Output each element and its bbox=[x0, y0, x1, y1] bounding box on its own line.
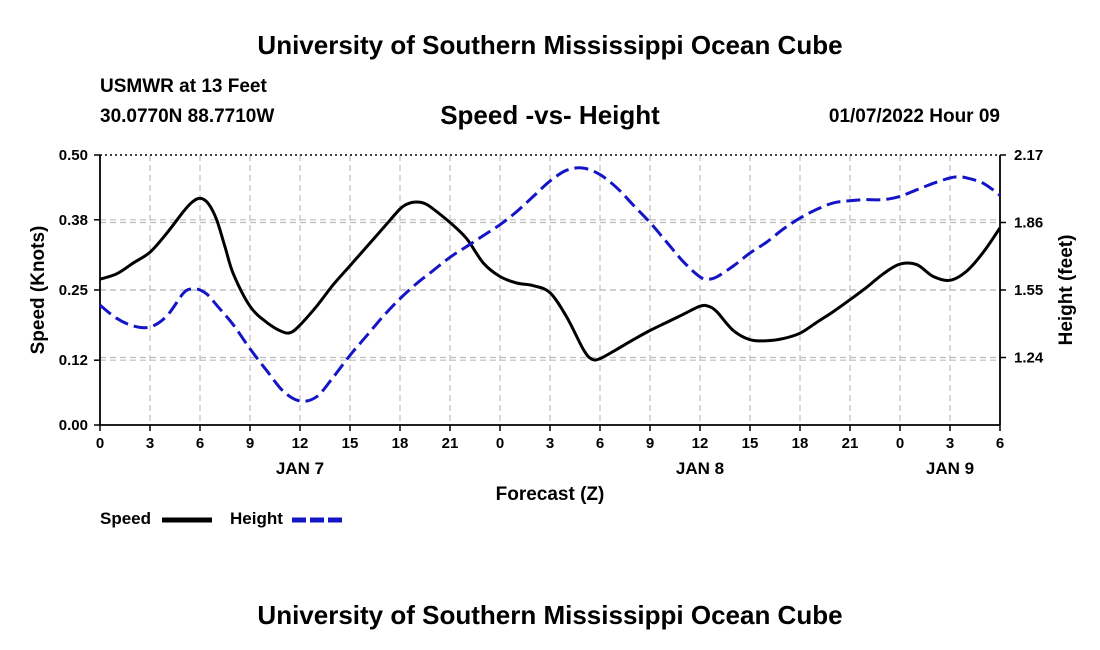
x-day-label: JAN 8 bbox=[676, 459, 724, 478]
x-tick-label: 9 bbox=[646, 435, 654, 452]
x-day-label: JAN 9 bbox=[926, 459, 974, 478]
x-tick-label: 12 bbox=[292, 435, 309, 452]
forecast-date: 01/07/2022 Hour 09 bbox=[828, 106, 1000, 127]
y-axis-title-left: Speed (Knots) bbox=[28, 226, 49, 355]
legend-speed-label: Speed bbox=[100, 509, 152, 528]
x-day-label: JAN 7 bbox=[276, 459, 324, 478]
y-tick-label-left: 0.50 bbox=[59, 147, 88, 164]
y-tick-label-right: 1.86 bbox=[1014, 215, 1043, 232]
series-line-speed bbox=[99, 196, 1002, 362]
y-tick-label-left: 0.00 bbox=[59, 417, 88, 434]
x-tick-label: 21 bbox=[842, 435, 859, 452]
x-axis-title: Forecast (Z) bbox=[496, 484, 605, 505]
x-tick-label: 0 bbox=[96, 435, 104, 452]
x-tick-label: 18 bbox=[792, 435, 809, 452]
station-coordinates: 30.0770N 88.7710W bbox=[100, 106, 275, 127]
y-tick-label-right: 1.24 bbox=[1014, 350, 1044, 367]
x-tick-label: 0 bbox=[896, 435, 904, 452]
y-tick-label-right: 1.55 bbox=[1014, 282, 1043, 299]
x-tick-label: 6 bbox=[596, 435, 604, 452]
chart-title: Speed -vs- Height bbox=[440, 100, 660, 130]
y-axis-title-right: Height (feet) bbox=[1056, 235, 1077, 346]
y-tick-label-left: 0.12 bbox=[59, 352, 88, 369]
x-tick-label: 3 bbox=[946, 435, 954, 452]
main-title: University of Southern Mississippi Ocean… bbox=[257, 30, 843, 60]
x-tick-label: 9 bbox=[246, 435, 254, 452]
legend-height-label: Height bbox=[230, 509, 283, 528]
x-tick-label: 3 bbox=[546, 435, 554, 452]
y-tick-label-left: 0.38 bbox=[59, 212, 88, 229]
x-tick-label: 6 bbox=[996, 435, 1004, 452]
x-tick-label: 18 bbox=[392, 435, 409, 452]
x-tick-label: 6 bbox=[196, 435, 204, 452]
x-tick-label: 15 bbox=[742, 435, 759, 452]
series-line-height bbox=[99, 166, 1001, 403]
x-tick-label: 0 bbox=[496, 435, 504, 452]
x-tick-label: 21 bbox=[442, 435, 459, 452]
x-tick-label: 12 bbox=[692, 435, 709, 452]
y-tick-label-right: 2.17 bbox=[1014, 147, 1043, 164]
x-tick-label: 15 bbox=[342, 435, 359, 452]
x-tick-label: 3 bbox=[146, 435, 154, 452]
y-tick-label-left: 0.25 bbox=[59, 282, 88, 299]
station-name: USMWR at 13 Feet bbox=[100, 76, 267, 97]
footer-title: University of Southern Mississippi Ocean… bbox=[257, 600, 843, 630]
